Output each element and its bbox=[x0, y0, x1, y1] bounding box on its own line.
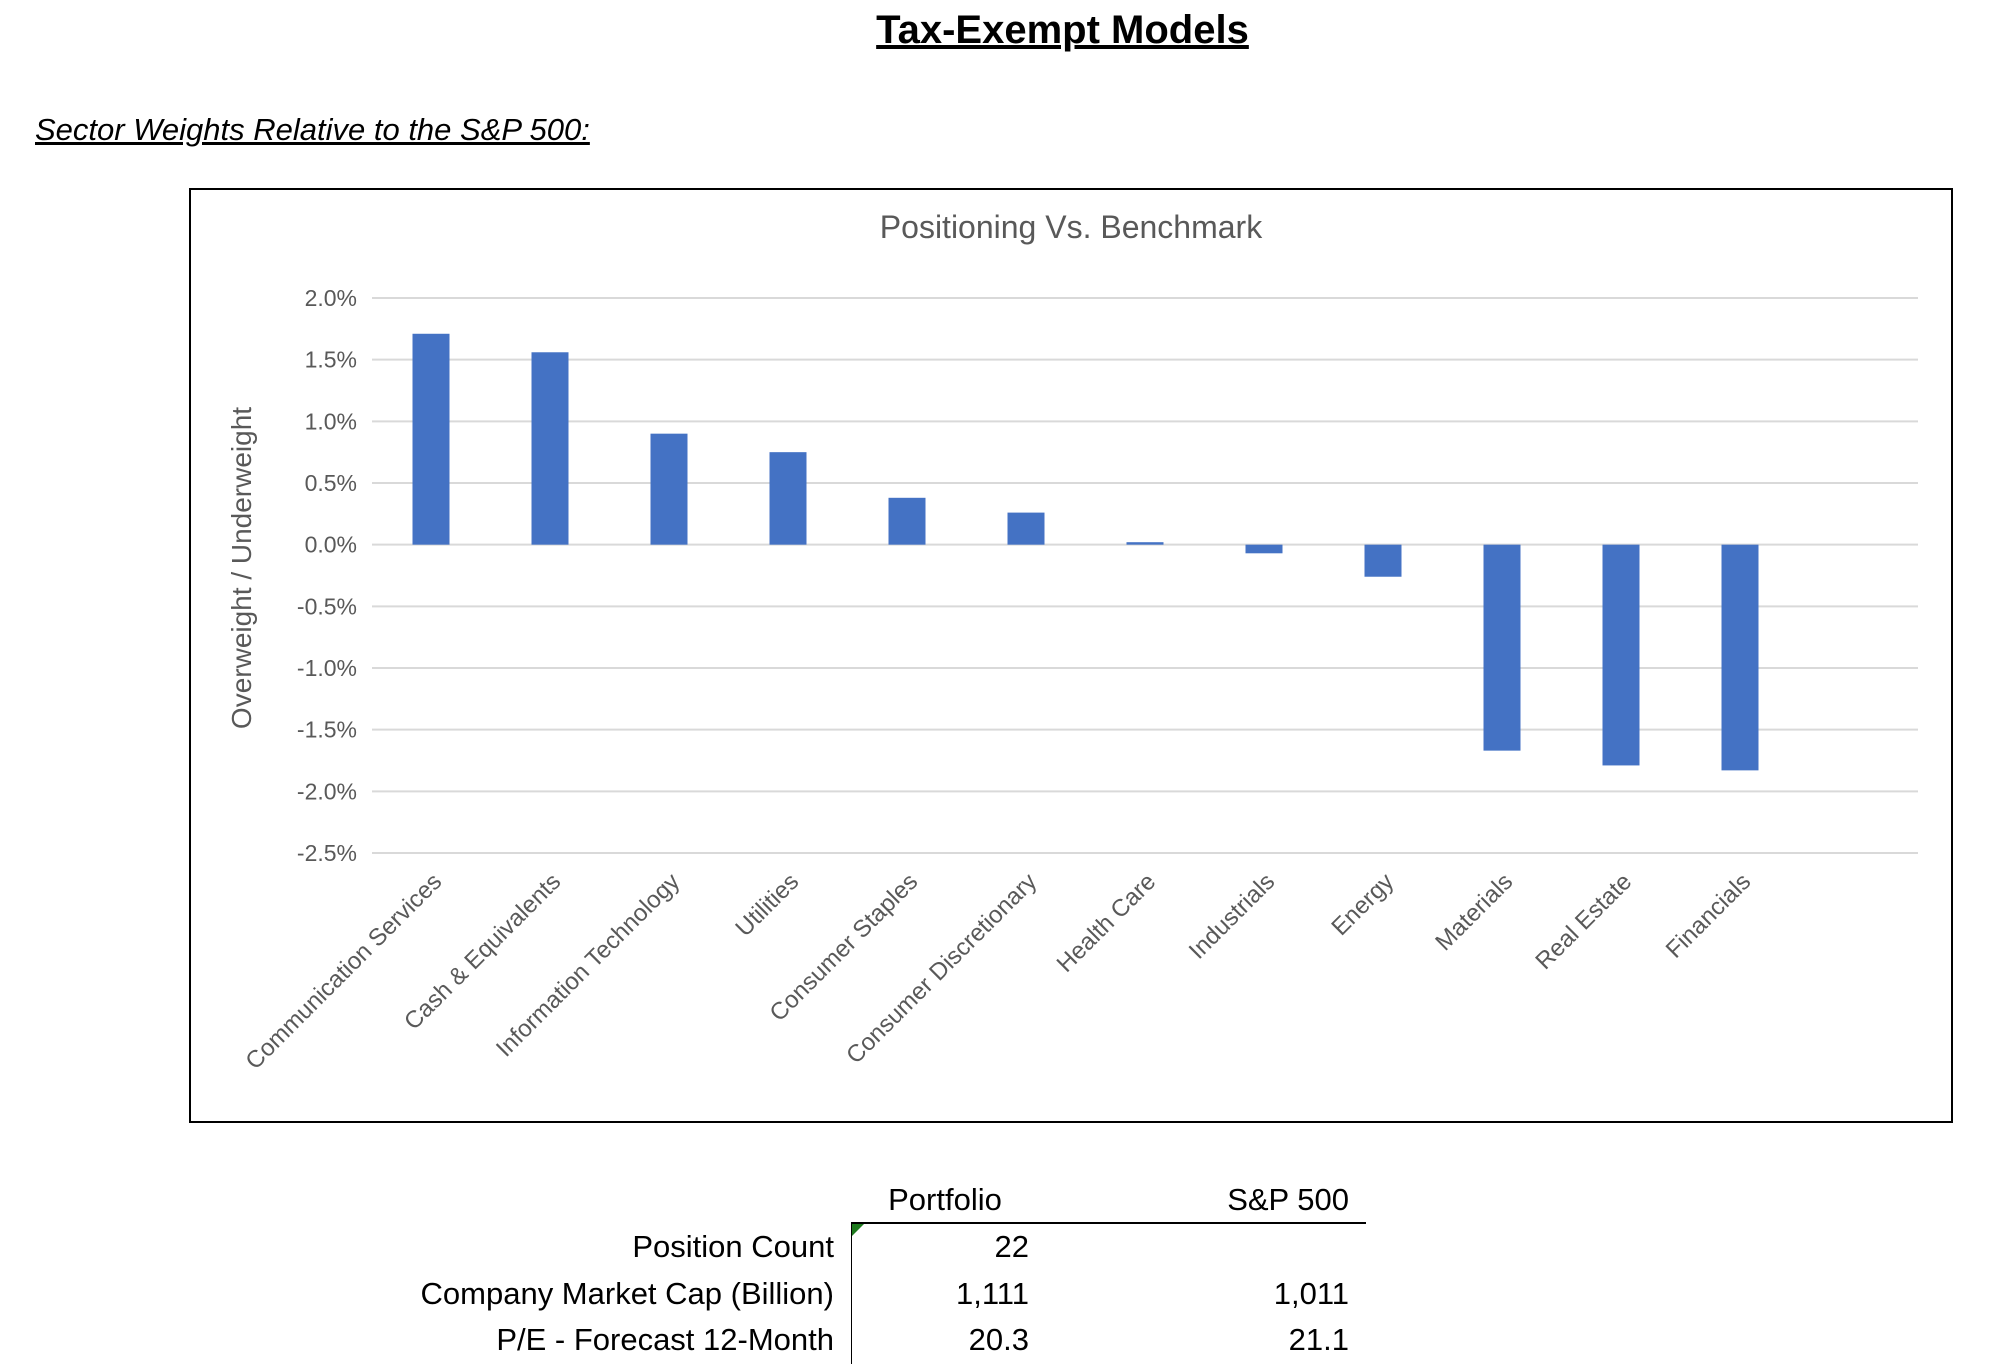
y-tick-label: -2.0% bbox=[297, 778, 357, 804]
row-label-market-cap: Company Market Cap (Billion) bbox=[420, 1276, 834, 1311]
y-tick-label: 0.5% bbox=[305, 470, 357, 496]
bar bbox=[1483, 544, 1521, 751]
y-tick-label: 2.0% bbox=[305, 285, 357, 311]
chart-frame bbox=[189, 188, 1953, 1123]
y-tick-label: -2.5% bbox=[297, 840, 357, 866]
bar bbox=[412, 333, 450, 545]
cell-portfolio-market-cap: 1,111 bbox=[956, 1276, 1029, 1311]
bar bbox=[1245, 544, 1283, 554]
x-tick-label: Health Care bbox=[1052, 868, 1162, 978]
y-tick-label: -0.5% bbox=[297, 593, 357, 619]
y-tick-label: -1.5% bbox=[297, 717, 357, 743]
bar bbox=[1602, 544, 1640, 766]
y-tick-label: -1.0% bbox=[297, 655, 357, 681]
cell-indicator-icon bbox=[852, 1224, 864, 1236]
bar bbox=[1721, 544, 1759, 771]
positioning-chart: Positioning Vs. Benchmark Overweight / U… bbox=[226, 209, 1918, 1075]
header-sp500: S&P 500 bbox=[1227, 1182, 1349, 1217]
cell-portfolio-pe-forecast: 20.3 bbox=[968, 1322, 1029, 1357]
cell-sp500-market-cap: 1,011 bbox=[1273, 1276, 1349, 1311]
cell-portfolio-position-count: 22 bbox=[994, 1229, 1029, 1264]
x-tick-label: Consumer Discretionary bbox=[841, 868, 1042, 1069]
chart-title: Positioning Vs. Benchmark bbox=[880, 209, 1263, 245]
bar bbox=[1364, 544, 1402, 577]
header-portfolio: Portfolio bbox=[888, 1182, 1002, 1217]
row-label-pe-forecast: P/E - Forecast 12-Month bbox=[496, 1322, 834, 1357]
x-tick-label: Utilities bbox=[730, 868, 804, 942]
section-subtitle: Sector Weights Relative to the S&P 500: bbox=[35, 112, 590, 147]
x-tick-label: Materials bbox=[1430, 868, 1518, 956]
x-tick-label: Financials bbox=[1661, 868, 1756, 963]
column-divider bbox=[851, 1222, 852, 1364]
header-rule bbox=[851, 1222, 1366, 1224]
y-tick-label: 1.0% bbox=[305, 408, 357, 434]
row-label-position-count: Position Count bbox=[632, 1229, 834, 1264]
cell-sp500-pe-forecast: 21.1 bbox=[1288, 1322, 1349, 1357]
x-tick-label: Communication Services bbox=[240, 868, 447, 1075]
y-tick-label: 0.0% bbox=[305, 532, 357, 558]
x-tick-label: Industrials bbox=[1184, 868, 1280, 964]
page-title: Tax-Exempt Models bbox=[876, 8, 1249, 52]
y-axis-label: Overweight / Underweight bbox=[226, 407, 257, 729]
bar bbox=[769, 452, 807, 545]
bar bbox=[1007, 512, 1045, 545]
x-tick-label: Real Estate bbox=[1530, 868, 1637, 975]
bar bbox=[531, 352, 569, 545]
bar bbox=[650, 433, 688, 545]
bar bbox=[888, 497, 926, 545]
y-tick-label: 1.5% bbox=[305, 347, 357, 373]
bar bbox=[1126, 542, 1164, 545]
x-tick-label: Energy bbox=[1326, 868, 1399, 941]
